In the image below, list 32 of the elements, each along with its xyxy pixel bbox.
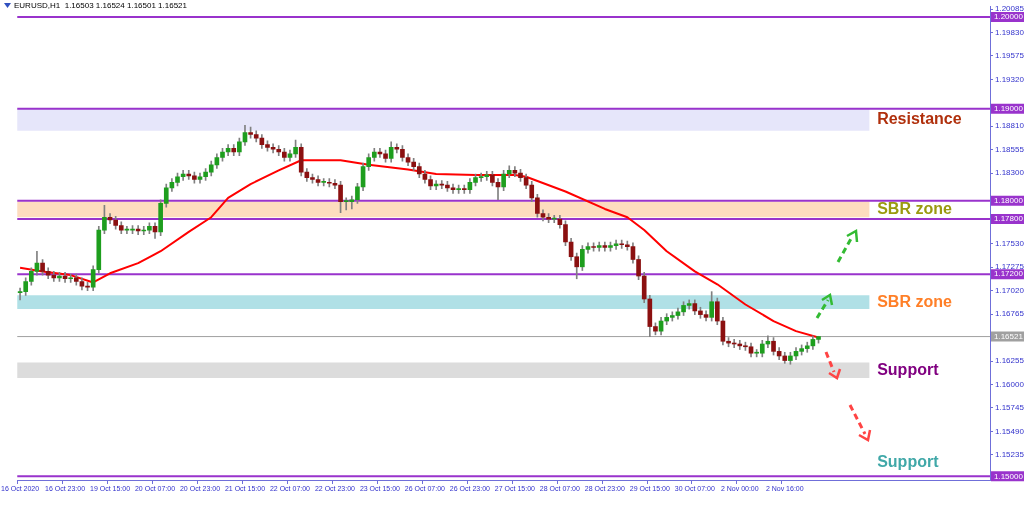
y-tick-label: 1.17530 bbox=[995, 239, 1024, 249]
band-label: Support bbox=[877, 360, 940, 378]
y-tick-label: 1.17275 bbox=[995, 262, 1024, 272]
y-tick-label: 1.20085 bbox=[995, 4, 1024, 14]
candlestick bbox=[321, 178, 327, 187]
y-tick-label: 1.16000 bbox=[995, 379, 1024, 389]
y-tick-label: 1.18555 bbox=[995, 144, 1024, 154]
y-tick-label: 1.19320 bbox=[995, 74, 1024, 84]
y-tick-label: 1.15235 bbox=[995, 449, 1024, 459]
ref-line-label: 1.18000 bbox=[994, 195, 1024, 205]
ref-line-label: 1.19000 bbox=[994, 103, 1024, 113]
candlestick bbox=[68, 273, 74, 283]
y-tick-label: 1.17020 bbox=[995, 285, 1024, 295]
y-tick-label: 1.18810 bbox=[995, 121, 1024, 131]
y-tick-label: 1.15745 bbox=[995, 403, 1024, 413]
ref-line-label: 1.16521 bbox=[994, 331, 1024, 341]
y-tick-label: 1.19575 bbox=[995, 51, 1024, 61]
y-tick-label: 1.15490 bbox=[995, 426, 1024, 436]
y-tick-label: 1.19830 bbox=[995, 27, 1024, 37]
y-tick-label: 1.16765 bbox=[995, 309, 1024, 319]
annotation: Support bbox=[877, 453, 940, 471]
ref-line-label: 1.17200 bbox=[994, 269, 1024, 279]
chart-title: EURUSD,H1 1.16503 1.16524 1.16501 1.16521 bbox=[14, 1, 188, 10]
ref-line-label: 1.20000 bbox=[994, 12, 1024, 22]
candlestick bbox=[461, 184, 467, 194]
ref-line-label: 1.15000 bbox=[994, 471, 1024, 481]
band-label: SBR zone bbox=[877, 292, 952, 310]
y-tick-label: 1.16255 bbox=[995, 356, 1024, 366]
ref-line-label: 1.17800 bbox=[994, 214, 1024, 224]
y-tick-label: 1.18300 bbox=[995, 168, 1024, 178]
band-label: SBR zone bbox=[877, 199, 952, 217]
band-label: Resistance bbox=[877, 110, 962, 128]
